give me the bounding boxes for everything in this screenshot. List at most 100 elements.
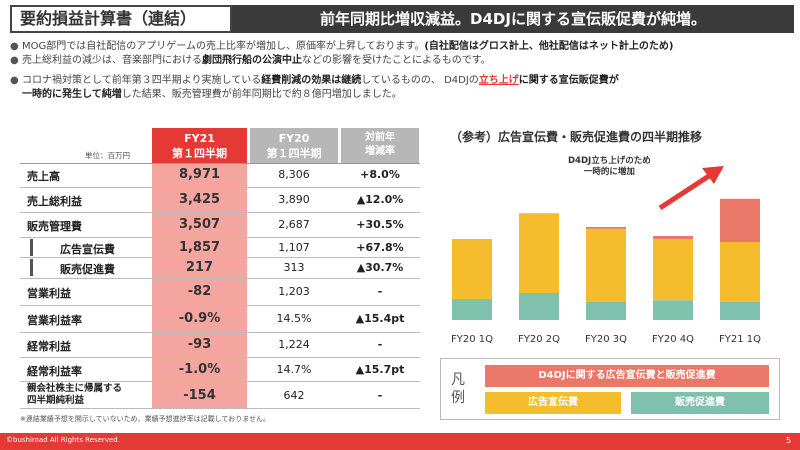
row-label-line1: 親会社株主に帰属する [27, 383, 123, 394]
row-label: 営業利益 [27, 287, 71, 300]
cell-change: - [377, 338, 383, 351]
chart-title: （参考）広告宣伝費・販売促進費の四半期推移 [450, 130, 703, 144]
col-header-fy20-year: FY20 [278, 132, 310, 145]
page-number: 5 [786, 436, 792, 445]
legend-title: 凡 例 [451, 371, 465, 407]
col-header-fy20-quarter: 第１四半期 [266, 147, 322, 160]
bullet-dot-icon: ● [10, 75, 19, 86]
bullet-dot-icon: ● [10, 55, 19, 66]
cell-fy20: 1,203 [278, 285, 310, 298]
table-row: 売上総利益 3,425 3,890 ▲12.0% [20, 188, 420, 213]
cell-fy20: 14.5% [276, 312, 312, 325]
col-header-change-l2: 増減率 [365, 146, 395, 157]
cell-fy20: 8,306 [278, 168, 310, 181]
cell-fy20: 1,107 [278, 241, 310, 254]
cell-fy21: -0.9% [178, 311, 221, 326]
bullet-3: ● コロナ禍対策として前年第３四半期より実施している経費削減の効果は継続しているも… [10, 75, 619, 86]
cell-fy21: 3,507 [178, 217, 221, 232]
table-row: 親会社株主に帰属する 四半期純利益 -154 642 - [20, 382, 420, 409]
cell-change: +67.8% [356, 241, 404, 254]
bar-segment-promotion [519, 293, 559, 320]
col-header-fy21-quarter: 第１四半期 [172, 147, 227, 160]
cell-fy20: 1,224 [278, 338, 310, 351]
table-row: 経常利益率 -1.0% 14.7% ▲15.7pt [20, 358, 420, 382]
indent-marker [30, 259, 33, 276]
row-label: 売上高 [27, 170, 60, 183]
cell-change: ▲12.0% [356, 193, 404, 206]
row-label: 販売促進費 [60, 263, 115, 276]
col-header-change: 対前年 増減率 [341, 128, 419, 163]
table-row: 販売促進費 217 313 ▲30.7% [20, 258, 420, 279]
cell-fy21: -93 [187, 337, 212, 352]
x-tick-label: FY20 2Q [518, 334, 560, 345]
table-row: 経常利益 -93 1,224 - [20, 333, 420, 358]
x-tick-label: FY20 4Q [652, 334, 694, 345]
bar-segment-promotion [586, 302, 626, 320]
bar-segment-advertising [519, 213, 559, 293]
x-tick-label: FY21 1Q [719, 334, 761, 345]
chart-annotation: D4DJ立ち上げのため 一時的に増加 [568, 156, 651, 178]
col-header-change-l1: 対前年 [365, 132, 395, 143]
cell-change: ▲15.4pt [355, 312, 405, 325]
cell-change: - [377, 389, 383, 402]
bullet-3-cont: 一時的に発生して純増した結果、販売管理費が前年同期比で約８億円増加しました。 [22, 89, 402, 100]
bar-segment-d4dj [720, 198, 760, 242]
cell-fy21: 3,425 [178, 192, 221, 207]
table-top-rule [20, 163, 420, 164]
bar-segment-promotion [653, 300, 693, 320]
table-row: 売上高 8,971 8,306 +8.0% [20, 163, 420, 188]
row-label: 広告宣伝費 [60, 243, 115, 256]
row-label: 経常利益 [27, 340, 71, 353]
cell-fy20: 14.7% [276, 363, 312, 376]
bar-segment-advertising [452, 239, 492, 299]
legend-title-line1: 凡 [451, 372, 465, 388]
unit-label: 単位：百万円 [85, 151, 130, 160]
cell-change: - [377, 285, 383, 298]
row-label: 販売管理費 [27, 220, 82, 233]
table-row: 営業利益率 -0.9% 14.5% ▲15.4pt [20, 306, 420, 333]
col-header-fy21: FY21 第１四半期 [152, 128, 247, 163]
row-label: 営業利益率 [27, 314, 82, 327]
cell-fy21: 8,971 [178, 167, 221, 182]
x-tick-label: FY20 3Q [585, 334, 627, 345]
cell-change: +30.5% [356, 218, 404, 231]
cell-change: ▲30.7% [356, 261, 404, 274]
cell-fy20: 313 [283, 261, 305, 274]
bar-segment-promotion [452, 299, 492, 320]
bar-segment-d4dj [653, 236, 693, 239]
cell-fy21: 1,857 [178, 240, 221, 255]
col-header-fy21-year: FY21 [184, 132, 215, 145]
row-label-line2: 四半期純利益 [27, 395, 85, 406]
legend-key-promotion: 販売促進費 [631, 392, 769, 414]
row-label: 売上総利益 [27, 195, 82, 208]
table-row: 販売管理費 3,507 2,687 +30.5% [20, 213, 420, 238]
x-tick-label: FY20 1Q [451, 334, 493, 345]
bar-chart: FY20 1Q FY20 2Q FY20 3Q FY20 4Q FY21 1Q [451, 166, 761, 345]
cell-fy20: 2,687 [278, 218, 310, 231]
bar-segment-advertising [653, 239, 693, 301]
legend-key-d4dj: D4DJに関する広告宣伝費と販売促進費 [485, 365, 769, 387]
cell-change: +8.0% [360, 168, 400, 181]
cell-fy21: 217 [185, 260, 214, 275]
bar-segment-promotion [720, 302, 760, 320]
cell-fy21: -1.0% [178, 362, 221, 377]
bar-segment-advertising [720, 242, 760, 302]
legend-key-advertising: 広告宣伝費 [485, 392, 621, 414]
row-label: 経常利益率 [27, 365, 82, 378]
chart-annotation-line1: D4DJ立ち上げのため [568, 156, 651, 166]
legend-title-line2: 例 [451, 390, 465, 406]
chart-legend: 凡 例 D4DJに関する広告宣伝費と販売促進費 広告宣伝費 販売促進費 [440, 358, 780, 420]
cell-fy20: 3,890 [278, 193, 310, 206]
table-row: 営業利益 -82 1,203 - [20, 279, 420, 306]
chart-annotation-line2: 一時的に増加 [583, 167, 635, 177]
cell-change: ▲15.7pt [355, 363, 405, 376]
cell-fy21: -154 [183, 388, 216, 403]
bullet-dot-icon: ● [10, 41, 19, 52]
indent-marker [30, 239, 33, 256]
row-label: 親会社株主に帰属する 四半期純利益 [27, 383, 122, 407]
cell-fy20: 642 [283, 389, 305, 402]
bullet-1: ● MOG部門では自社配信のアプリゲームの売上比率が増加し、原価率が上昇しておりま… [10, 41, 674, 52]
bar-segment-advertising [586, 228, 626, 302]
col-header-fy20: FY20 第１四半期 [250, 128, 338, 163]
bar-segment-d4dj [586, 227, 626, 229]
